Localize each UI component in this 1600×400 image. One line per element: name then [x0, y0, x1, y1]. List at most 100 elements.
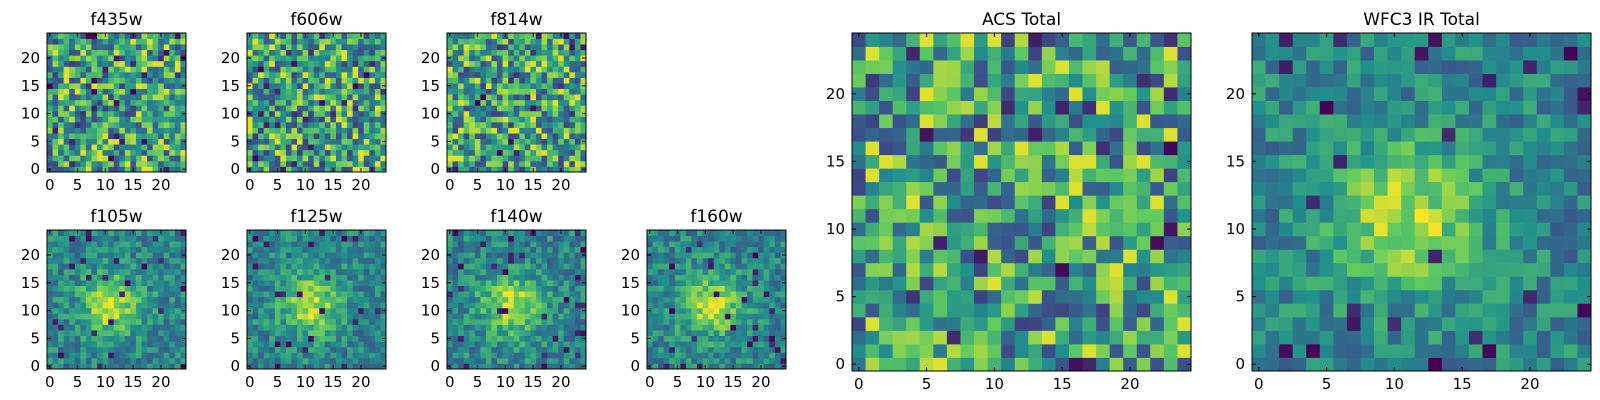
- heatmap-cell: [513, 330, 520, 337]
- heatmap-cell: [1014, 357, 1029, 372]
- heatmap-cell: [324, 144, 331, 151]
- heatmap-cell: [263, 274, 270, 281]
- heatmap-cell: [580, 121, 587, 128]
- heatmap-cell: [252, 335, 259, 342]
- heatmap-cell: [669, 285, 676, 292]
- heatmap-cell: [330, 291, 337, 298]
- heatmap-cell: [274, 155, 281, 162]
- heatmap-cell: [169, 38, 176, 45]
- heatmap-cell: [97, 357, 103, 364]
- heatmap-cell: [547, 127, 554, 134]
- heatmap-cell: [574, 346, 581, 353]
- heatmap-cell: [741, 280, 748, 286]
- heatmap-cell: [74, 49, 81, 56]
- heatmap-cell: [374, 60, 381, 67]
- heatmap-cell: [180, 160, 187, 167]
- heatmap-cell: [324, 138, 331, 145]
- heatmap-cell: [174, 94, 181, 101]
- heatmap-cell: [463, 318, 470, 325]
- heatmap-cell: [463, 246, 470, 253]
- heatmap-cell: [574, 105, 581, 112]
- heatmap-cell: [558, 88, 565, 95]
- heatmap-cell: [497, 88, 503, 95]
- heatmap-cell: [302, 252, 309, 259]
- heatmap-cell: [558, 241, 565, 248]
- heatmap-cell: [324, 60, 331, 67]
- heatmap-cell: [919, 195, 934, 210]
- heatmap-cell: [341, 77, 348, 84]
- heatmap-cell: [480, 66, 487, 73]
- heatmap-cell: [263, 33, 270, 39]
- heatmap-cell: [563, 127, 570, 134]
- heatmap-cell: [280, 55, 287, 62]
- heatmap-cell: [252, 318, 259, 325]
- heatmap-cell: [524, 121, 531, 128]
- heatmap-cell: [530, 105, 537, 112]
- heatmap-cell: [274, 330, 281, 337]
- heatmap-cell: [163, 138, 170, 145]
- heatmap-cell: [80, 330, 87, 337]
- heatmap-cell: [513, 94, 520, 101]
- heatmap-cell: [147, 138, 154, 145]
- heatmap-cell: [124, 246, 131, 253]
- heatmap-cell: [52, 330, 59, 337]
- heatmap-cell: [774, 307, 781, 314]
- heatmap-cell: [569, 318, 576, 325]
- heatmap-cell: [491, 235, 498, 242]
- heatmap-cell: [674, 341, 681, 348]
- heatmap-cell: [541, 302, 548, 309]
- heatmap-cell: [691, 313, 698, 320]
- heatmap-cell: [513, 352, 520, 359]
- heatmap-cell: [252, 268, 259, 275]
- heatmap-cell: [685, 268, 692, 275]
- heatmap-cell: [758, 302, 765, 309]
- heatmap-cell: [141, 121, 148, 128]
- heatmap-cell: [352, 44, 359, 51]
- heatmap-cell: [347, 66, 354, 73]
- heatmap-cell: [719, 318, 726, 325]
- heatmap-cell: [330, 280, 337, 286]
- heatmap-cell: [547, 49, 554, 56]
- heatmap-cell: [374, 66, 381, 73]
- heatmap-cell: [474, 341, 481, 348]
- heatmap-cell: [335, 33, 342, 39]
- heatmap-cell: [552, 38, 559, 45]
- heatmap-cell: [547, 83, 554, 89]
- heatmap-cell: [380, 144, 387, 151]
- heatmap-cell: [113, 363, 120, 370]
- heatmap-cell: [341, 291, 348, 298]
- heatmap-cell: [58, 121, 65, 128]
- heatmap-cell: [879, 343, 894, 358]
- heatmap-cell: [358, 149, 365, 156]
- heatmap-cell: [308, 274, 315, 281]
- heatmap-cell: [380, 324, 387, 331]
- heatmap-cell: [330, 352, 337, 359]
- heatmap-cell: [152, 49, 159, 56]
- heatmap-cell: [335, 166, 342, 173]
- heatmap-cell: [474, 352, 481, 359]
- heatmap-cell: [497, 121, 503, 128]
- heatmap-cell: [974, 208, 988, 223]
- heatmap-cell: [341, 330, 348, 337]
- heatmap-cell: [291, 99, 298, 106]
- heatmap-cell: [569, 274, 576, 281]
- heatmap-cell: [374, 246, 381, 253]
- heatmap-cell: [47, 257, 53, 264]
- heatmap-cell: [285, 44, 292, 51]
- heatmap-cell: [369, 160, 376, 167]
- heatmap-cell: [69, 99, 76, 106]
- heatmap-cell: [308, 318, 315, 325]
- heatmap-cell: [380, 105, 387, 112]
- y-tick-label: 5: [230, 132, 240, 150]
- heatmap-cell: [719, 296, 726, 303]
- heatmap-cell: [147, 296, 154, 303]
- heatmap-cell: [174, 318, 181, 325]
- heatmap-cell: [113, 313, 120, 320]
- heatmap-cell: [174, 44, 181, 51]
- heatmap-cell: [1001, 222, 1016, 237]
- heatmap-cell: [263, 235, 270, 242]
- heatmap-cell: [113, 357, 120, 364]
- heatmap-cell: [141, 307, 148, 314]
- heatmap-cell: [463, 144, 470, 151]
- heatmap-cell: [58, 116, 65, 123]
